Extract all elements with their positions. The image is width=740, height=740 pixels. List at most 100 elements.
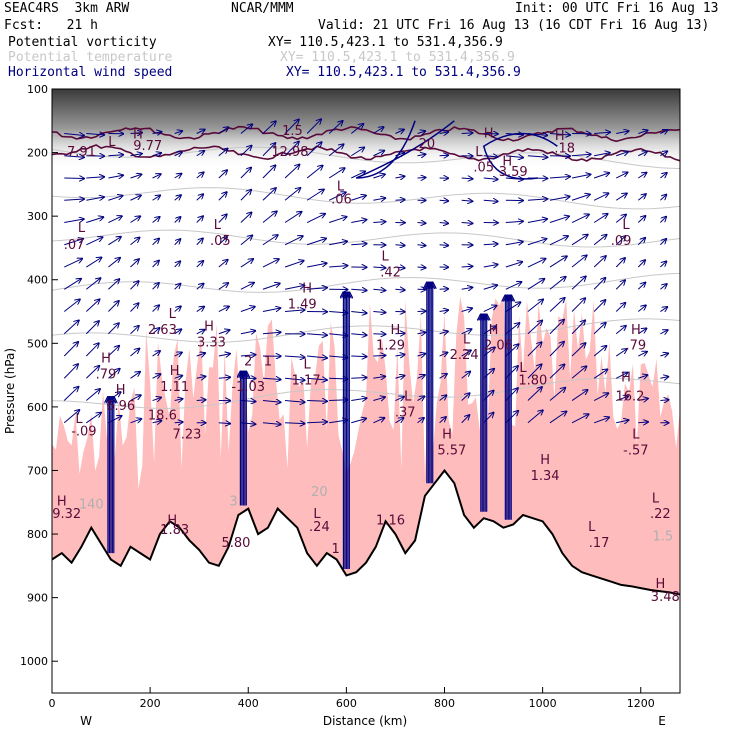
wind-vector (174, 174, 182, 178)
wind-vector (108, 155, 123, 156)
wind-vector (262, 332, 281, 334)
organization: NCAR/MMM (231, 1, 294, 16)
wind-vector (85, 366, 99, 379)
wind-vector (86, 389, 100, 401)
wind-vector (483, 285, 497, 290)
wind-vector (373, 289, 385, 290)
y-tick-label: 800 (27, 528, 48, 541)
wind-vector (527, 410, 543, 424)
wind-vector (108, 216, 121, 223)
pv-label: 7.91 (67, 145, 96, 160)
wind-vector (152, 398, 161, 401)
wind-vector (152, 305, 160, 312)
wind-vector (549, 277, 566, 290)
wind-vector (593, 300, 605, 312)
wind-vector (395, 267, 404, 268)
wind-vector (395, 355, 404, 357)
wind-vector (108, 369, 119, 379)
wind-vector (85, 321, 99, 335)
pv-label: 2.06 (484, 339, 513, 354)
pv-label: L (108, 135, 116, 150)
wind-vector (660, 195, 666, 201)
wind-vector (262, 378, 281, 379)
wind-vector (240, 168, 251, 179)
wind-vector (616, 420, 628, 423)
pv-label: H (655, 577, 665, 592)
wind-vector (64, 279, 81, 290)
wind-vector (593, 173, 609, 179)
wind-vector (527, 239, 546, 246)
wind-vector (549, 256, 567, 268)
wind-vector (395, 376, 404, 379)
wind-vector (395, 200, 404, 201)
wind-vector (262, 259, 279, 268)
pv-label: L (475, 145, 483, 160)
pv-label: L (652, 491, 660, 506)
pv-label: L (463, 332, 471, 347)
pv-label: H (133, 128, 143, 143)
wind-vector (417, 154, 426, 155)
theta-label: 140 (79, 498, 104, 513)
wind-vector (527, 199, 547, 200)
pv-label: L (622, 218, 630, 233)
wind-vector (262, 188, 276, 201)
pv-label: H (167, 514, 177, 529)
wind-vector (660, 377, 668, 379)
wind-vector (660, 130, 667, 134)
wind-vector (593, 278, 605, 290)
wind-vector (86, 237, 102, 246)
wind-vector (615, 303, 625, 312)
wind-vector (373, 312, 385, 313)
wind-vector (196, 284, 204, 290)
x-tick-label: 800 (434, 697, 455, 710)
wind-vector (196, 194, 203, 201)
wind-vector (373, 151, 384, 157)
wind-vector (417, 131, 426, 133)
wind-vector (262, 165, 275, 179)
wind-vector (329, 420, 347, 423)
wind-vector (483, 265, 498, 268)
y-axis-label: Pressure (hPa) (3, 348, 17, 434)
wind-vector (218, 330, 230, 334)
wind-vector (196, 216, 203, 223)
wind-vector (63, 320, 79, 335)
wind-vector (196, 261, 203, 268)
wind-vector (152, 261, 159, 268)
theta-contour (52, 377, 680, 409)
wind-vector (218, 127, 228, 134)
theta-label: 1.5 (652, 529, 673, 544)
pv-label: L (214, 218, 222, 233)
wind-vector (439, 200, 449, 201)
wind-vector (108, 346, 119, 357)
wind-vector (285, 401, 305, 403)
wind-vector (196, 330, 205, 334)
wind-vector (351, 196, 366, 201)
pv-label: .79 (626, 339, 647, 354)
pv-label: -.09 (71, 425, 96, 440)
pv-label: L (78, 221, 86, 236)
wind-vector (461, 415, 470, 424)
pv-label: 5.57 (437, 444, 466, 459)
wind-vector (218, 214, 227, 223)
pv-label: .06 (331, 192, 352, 207)
y-tick-label: 400 (27, 274, 48, 287)
wind-vector (218, 354, 230, 356)
wind-vector (439, 395, 447, 401)
y-tick-label: 900 (27, 592, 48, 605)
wind-vector (152, 351, 160, 357)
wind-vector (64, 156, 84, 158)
wind-vector (461, 133, 473, 134)
wind-vector (63, 410, 79, 424)
wind-vector (571, 174, 590, 179)
wind-vector (351, 356, 366, 357)
wind-vector (350, 124, 363, 134)
wind-vector (461, 178, 473, 179)
wind-vector (108, 258, 120, 268)
pv-label: .05 (473, 161, 494, 176)
init-time: Init: 00 UTC Fri 16 Aug 13 (515, 1, 719, 16)
wind-vector (660, 151, 667, 155)
wind-vector (86, 177, 104, 178)
wind-vector (196, 130, 205, 134)
wind-vector (505, 366, 518, 379)
x-tick-label: 400 (238, 697, 259, 710)
